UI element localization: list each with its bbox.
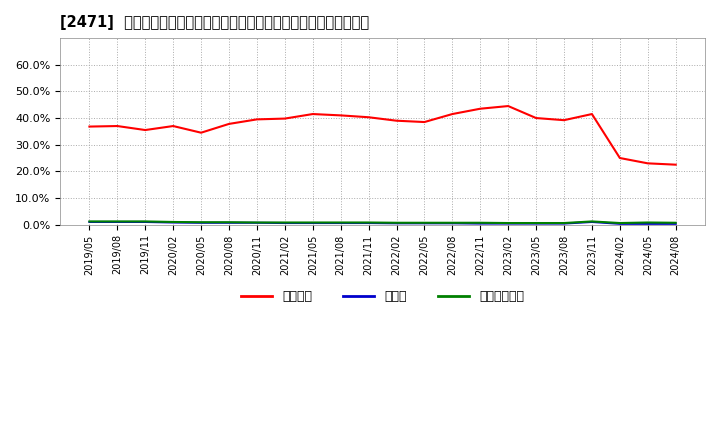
Text: [2471]  自己資本、のれん、繰延税金資産の総資産に対する比率の推移: [2471] 自己資本、のれん、繰延税金資産の総資産に対する比率の推移 [60,15,369,30]
Legend: 自己資本, のれん, 繰延税金資産: 自己資本, のれん, 繰延税金資産 [235,285,529,308]
